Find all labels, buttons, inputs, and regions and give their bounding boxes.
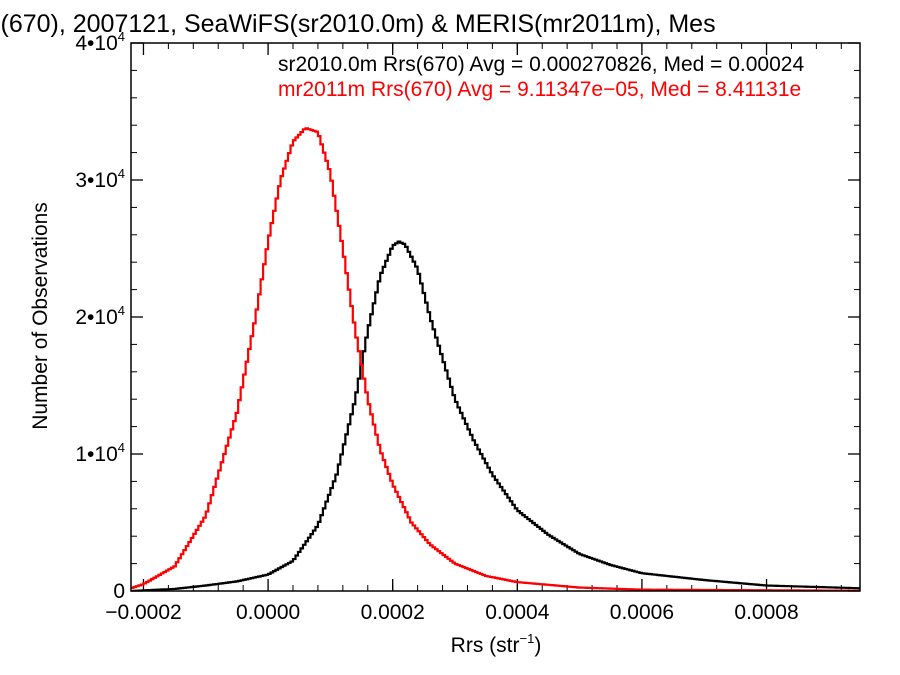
x-axis-label-superscript: −1 bbox=[520, 631, 535, 646]
legend-entry: sr2010.0m Rrs(670) Avg = 0.000270826, Me… bbox=[278, 53, 804, 76]
series-line-mr2011 bbox=[131, 127, 860, 591]
x-tick-label: 0.0000 bbox=[236, 601, 300, 624]
series-lines bbox=[131, 127, 860, 591]
y-tick-exponent: 4 bbox=[118, 29, 125, 44]
y-tick-exponent: 4 bbox=[118, 166, 125, 181]
axis-ticks: −0.0002 0.0000 0.0002 0.0004 0.0006 0.0008 0 1•… bbox=[75, 29, 860, 624]
x-tick-label: 0.0004 bbox=[485, 601, 550, 624]
x-axis-label-text: Rrs (str bbox=[451, 634, 520, 657]
y-tick-label: 0 bbox=[113, 580, 125, 603]
y-tick-label: 4•104 bbox=[75, 29, 125, 55]
y-axis-label: Number of Observations bbox=[29, 202, 52, 430]
x-tick-label: 0.0008 bbox=[734, 601, 798, 624]
y-tick-mantissa: 1•10 bbox=[75, 443, 117, 466]
y-tick-exponent: 4 bbox=[118, 440, 125, 455]
x-tick-label: 0.0002 bbox=[361, 601, 425, 624]
legend: sr2010.0m Rrs(670) Avg = 0.000270826, Me… bbox=[278, 53, 804, 101]
legend-entry: mr2011m Rrs(670) Avg = 9.11347e−05, Med … bbox=[278, 78, 801, 101]
chart-title: s(670), 2007121, SeaWiFS(sr2010.0m) & ME… bbox=[0, 10, 716, 38]
x-axis-label-close: ) bbox=[534, 634, 541, 657]
y-tick-mantissa: 4•10 bbox=[75, 32, 117, 55]
y-tick-label: 3•104 bbox=[75, 166, 125, 192]
y-tick-exponent: 4 bbox=[118, 303, 125, 318]
series-line-sr2010 bbox=[131, 240, 860, 591]
plot-frame bbox=[130, 42, 861, 592]
x-tick-label: 0.0006 bbox=[610, 601, 674, 624]
y-tick-mantissa: 0 bbox=[113, 580, 125, 603]
y-tick-label: 2•104 bbox=[75, 303, 125, 329]
x-tick-label: −0.0002 bbox=[105, 601, 182, 624]
y-tick-mantissa: 2•10 bbox=[75, 306, 117, 329]
x-axis-label: Rrs (str−1) bbox=[451, 631, 542, 657]
y-tick-label: 1•104 bbox=[75, 440, 125, 466]
y-tick-mantissa: 3•10 bbox=[75, 169, 117, 192]
